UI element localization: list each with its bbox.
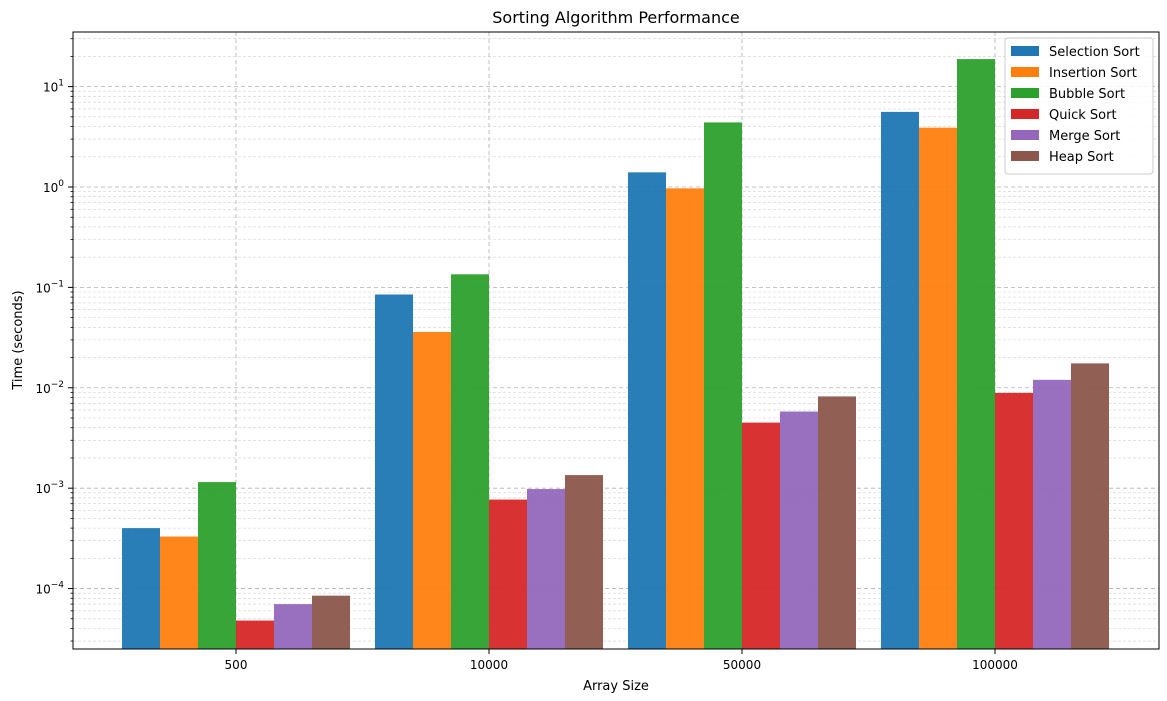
bar [565, 475, 603, 649]
x-tick-label: 10000 [470, 658, 508, 672]
legend: Selection Sort Insertion Sort Bubble Sort Q… [1004, 37, 1154, 175]
legend-swatch [1011, 46, 1039, 56]
y-axis: 10−4 10−3 10−2 10−1 100 101 [35, 38, 73, 642]
y-tick-label: 10−2 [35, 380, 64, 396]
legend-swatch [1011, 67, 1039, 77]
x-axis-label: Array Size [583, 679, 649, 694]
legend-label: Insertion Sort [1049, 66, 1137, 81]
legend-swatch [1011, 151, 1039, 161]
bar [881, 111, 919, 650]
x-tick-label: 50000 [723, 658, 761, 672]
legend-box [1004, 37, 1154, 175]
x-axis: 500 10000 50000 100000 [225, 649, 1018, 672]
bar [818, 396, 856, 649]
bar [957, 59, 995, 650]
legend-swatch [1011, 109, 1039, 119]
bar [1033, 379, 1071, 649]
bar [236, 620, 274, 649]
x-tick-label: 500 [225, 658, 248, 672]
y-tick-label: 10−1 [35, 279, 64, 295]
legend-swatch [1011, 130, 1039, 140]
bar [628, 172, 666, 649]
chart-title: Sorting Algorithm Performance [492, 8, 739, 27]
bar [780, 411, 818, 649]
legend-label: Merge Sort [1049, 129, 1120, 144]
bar [1071, 363, 1109, 649]
y-axis-label: Time (seconds) [11, 290, 26, 390]
bar [919, 127, 957, 650]
legend-label: Quick Sort [1049, 108, 1117, 123]
bar [375, 294, 413, 649]
plot-frame [72, 31, 1160, 650]
bar [451, 274, 489, 649]
legend-label: Bubble Sort [1049, 87, 1125, 102]
bar [312, 595, 350, 649]
legend-label: Heap Sort [1049, 150, 1114, 165]
bar [122, 528, 160, 649]
legend-swatch [1011, 88, 1039, 98]
bar [489, 499, 527, 649]
bar [274, 604, 312, 649]
bar [198, 482, 236, 649]
y-tick-label: 10−4 [35, 581, 64, 597]
x-tick-label: 100000 [972, 658, 1018, 672]
bar [527, 489, 565, 649]
y-tick-label: 100 [43, 179, 64, 195]
bars [122, 59, 1109, 650]
bar [995, 392, 1033, 649]
bar [413, 331, 451, 649]
bar [666, 188, 704, 650]
legend-label: Selection Sort [1049, 45, 1140, 60]
y-tick-label: 10−3 [35, 480, 64, 496]
bar [160, 536, 198, 649]
y-tick-label: 101 [43, 79, 64, 95]
bar [704, 122, 742, 650]
bar [742, 422, 780, 649]
